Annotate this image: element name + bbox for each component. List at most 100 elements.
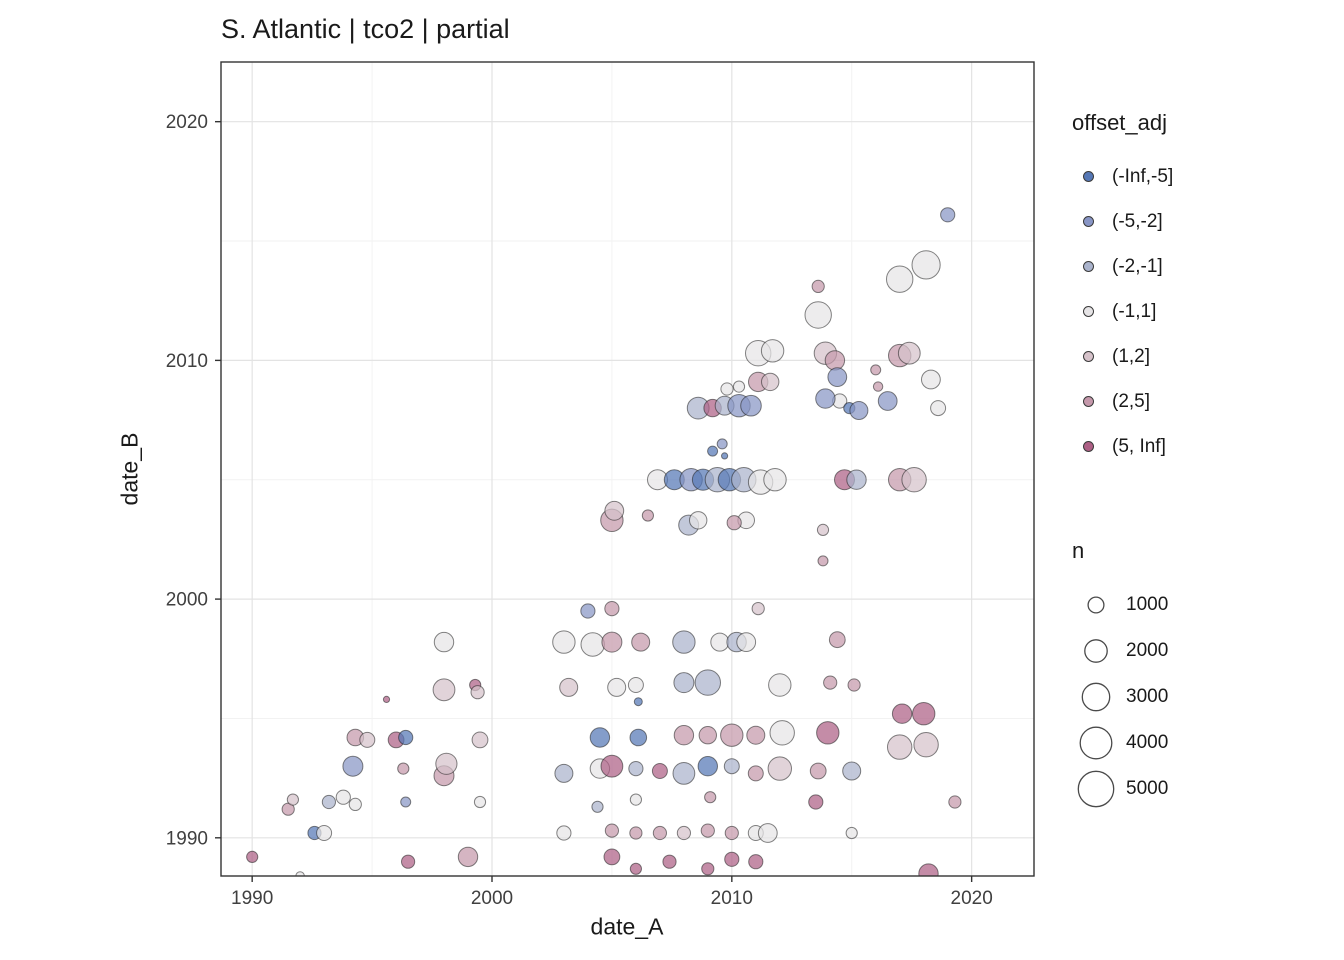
data-bubble — [607, 677, 627, 697]
data-bubble — [872, 381, 884, 392]
data-bubble — [580, 603, 596, 619]
data-bubble — [580, 632, 605, 657]
data-bubble — [847, 678, 861, 692]
data-bubble — [631, 632, 651, 652]
data-bubble — [811, 279, 825, 293]
data-bubble — [804, 301, 832, 329]
x-tick-label: 2020 — [951, 888, 993, 909]
y-tick-label: 2020 — [166, 112, 208, 133]
size-legend: n 1000 2000 3000 4000 5000 — [1072, 538, 1168, 812]
data-bubble — [601, 631, 623, 653]
data-bubble — [842, 761, 862, 781]
data-bubble — [877, 391, 898, 411]
data-bubble — [697, 756, 718, 777]
data-bubble — [747, 765, 764, 782]
data-bubble — [827, 367, 848, 388]
size-legend-items: 1000 2000 3000 4000 5000 — [1072, 582, 1168, 812]
data-bubble — [589, 727, 611, 748]
data-bubble — [246, 850, 259, 864]
data-bubble — [600, 754, 624, 778]
data-bubble — [912, 702, 936, 726]
size-legend-item: 4000 — [1072, 720, 1168, 766]
data-bubble — [887, 734, 913, 760]
color-legend-label: (2,5] — [1112, 390, 1151, 412]
data-bubble — [740, 394, 762, 417]
data-bubble — [769, 720, 795, 746]
data-bubble — [870, 364, 882, 376]
data-bubble — [400, 796, 412, 808]
data-bubble — [471, 731, 489, 749]
legend-key-box — [1072, 628, 1120, 674]
data-bubble — [897, 341, 921, 365]
data-bubble — [891, 703, 913, 724]
data-bubble — [286, 793, 299, 806]
data-bubble — [591, 800, 604, 813]
size-legend-item: 3000 — [1072, 674, 1168, 720]
legend-key-dot-icon — [1083, 351, 1094, 362]
data-bubble — [815, 388, 836, 409]
size-legend-item: 1000 — [1072, 582, 1168, 628]
data-bubble — [911, 250, 941, 280]
data-bubble — [808, 794, 824, 810]
data-bubble — [724, 825, 739, 841]
data-bubble — [746, 725, 766, 745]
data-bubble — [736, 632, 757, 652]
data-bubble — [849, 401, 869, 420]
data-bubble — [470, 685, 485, 700]
data-bubble — [767, 756, 792, 781]
y-axis-title: date_B — [116, 432, 143, 506]
size-legend-item: 2000 — [1072, 628, 1168, 674]
data-bubble — [716, 438, 728, 450]
data-bubble — [721, 452, 729, 460]
data-bubble — [948, 795, 962, 809]
data-bubble — [676, 825, 692, 841]
legend-key-box — [1072, 396, 1106, 407]
data-bubble — [845, 826, 858, 840]
data-bubble — [348, 797, 362, 812]
data-bubble — [604, 601, 620, 617]
legend-size-circle-icon — [1077, 770, 1115, 808]
color-legend-item: (-1,1] — [1072, 289, 1173, 334]
data-bubble — [828, 631, 846, 649]
data-bubble — [604, 823, 620, 838]
legend-size-circle-icon — [1087, 596, 1105, 614]
data-bubble — [629, 862, 643, 875]
data-bubble — [401, 854, 416, 869]
legend-size-circle-icon — [1081, 682, 1111, 712]
color-legend-item: (-Inf,-5] — [1072, 154, 1173, 199]
data-bubble — [901, 467, 927, 493]
data-bubble — [627, 677, 644, 693]
data-bubble — [720, 382, 734, 396]
data-bubble — [652, 825, 668, 841]
data-bubble — [760, 339, 785, 363]
size-legend-title: n — [1072, 538, 1085, 563]
legend-key-box — [1072, 582, 1120, 628]
data-bubble — [720, 723, 744, 747]
size-legend-label: 1000 — [1126, 594, 1169, 615]
color-legend-label: (-Inf,-5] — [1112, 165, 1174, 187]
data-bubble — [751, 602, 765, 616]
data-bubble — [732, 380, 746, 393]
data-bubble — [918, 863, 939, 876]
color-legend-item: (-5,-2] — [1072, 199, 1173, 244]
data-bubble — [629, 793, 643, 806]
data-bubble — [816, 523, 830, 537]
legend-size-circle-icon — [1079, 726, 1113, 760]
data-bubble — [694, 669, 721, 696]
data-bubble — [757, 823, 778, 843]
color-legend-item: (2,5] — [1072, 379, 1173, 424]
y-tick-label: 2010 — [166, 351, 208, 372]
color-legend-label: (-2,-1] — [1112, 255, 1163, 277]
y-tick-label: 2000 — [166, 590, 208, 611]
data-bubble — [397, 762, 410, 775]
data-bubble — [629, 826, 643, 840]
data-bubble — [748, 854, 764, 870]
data-bubble — [433, 631, 455, 653]
data-bubble — [704, 791, 717, 804]
data-bubble — [940, 207, 956, 223]
data-bubble — [316, 825, 333, 841]
color-legend-item: (-2,-1] — [1072, 244, 1173, 289]
legend-key-box — [1072, 261, 1106, 272]
legend-key-box — [1072, 306, 1106, 317]
data-bubble — [768, 673, 792, 697]
